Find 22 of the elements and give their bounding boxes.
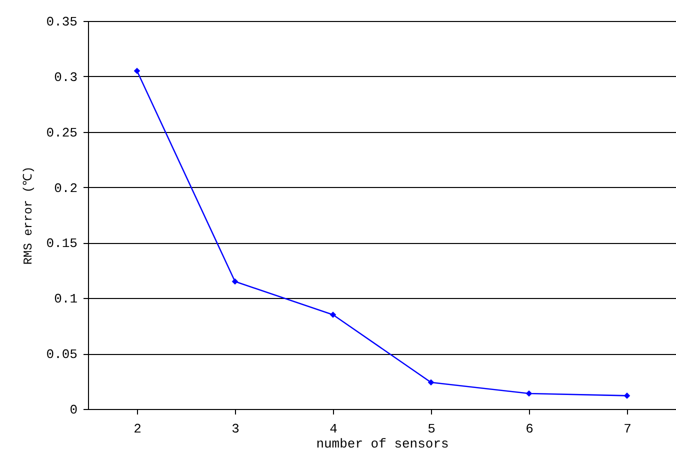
y-tick-label: 0 [70, 402, 78, 418]
x-tick-label: 6 [526, 422, 534, 436]
x-axis-title: number of sensors [316, 436, 449, 452]
point [624, 392, 630, 399]
x-tick-label: 2 [134, 422, 142, 436]
y-tick-label: 0.35 [46, 14, 78, 30]
y-tick-label: 0.15 [46, 236, 78, 252]
x-tick-label: 5 [428, 422, 436, 436]
y-tick-label: 0.25 [46, 125, 78, 140]
point [134, 68, 140, 74]
point [428, 379, 434, 386]
y-tick-label: 0.2 [54, 180, 78, 196]
y-tick-label: 0.3 [54, 70, 78, 85]
x-tick-label: 4 [330, 422, 338, 436]
y-tick-label: 0.05 [46, 347, 78, 362]
x-tick-label: 3 [232, 422, 240, 436]
point [526, 390, 532, 397]
point [330, 312, 336, 318]
y-tick-label: 0.1 [54, 292, 78, 307]
point [232, 278, 238, 285]
x-tick-label: 7 [624, 422, 632, 436]
y-axis-title: RMS error (℃) [21, 166, 36, 265]
